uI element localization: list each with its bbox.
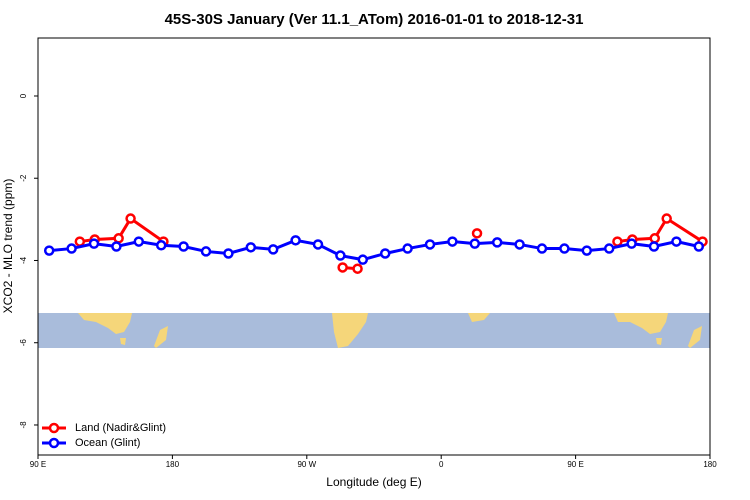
data-point <box>111 241 122 252</box>
data-point <box>648 241 660 252</box>
data-point <box>536 243 548 254</box>
data-point <box>223 248 234 259</box>
data-point <box>626 238 637 249</box>
y-tick-label: -2 <box>19 174 28 182</box>
data-point <box>447 236 458 247</box>
data-point <box>155 240 167 251</box>
data-point <box>661 213 672 224</box>
data-point <box>424 239 436 250</box>
data-point <box>113 233 124 244</box>
data-point <box>200 246 212 257</box>
data-point <box>245 242 257 253</box>
legend-label: Ocean (Glint) <box>75 437 140 449</box>
y-tick-label: 0 <box>19 93 28 98</box>
x-tick-label: 180 <box>166 460 180 469</box>
plot-frame <box>37 37 711 456</box>
series-line <box>49 238 700 262</box>
y-tick-label: -4 <box>19 256 28 264</box>
data-point <box>693 241 705 252</box>
map-band <box>38 313 710 348</box>
x-tick-label: 90 E <box>30 460 46 469</box>
legend-marker <box>48 437 60 449</box>
legend-marker <box>48 422 60 434</box>
legend-label: Land (Nadir&Glint) <box>75 422 166 434</box>
data-point <box>335 250 346 261</box>
data-point <box>267 244 279 255</box>
x-tick-label: 90 E <box>567 460 583 469</box>
data-point <box>337 262 348 273</box>
data-point <box>581 245 593 256</box>
data-point <box>471 228 483 239</box>
data-point <box>74 236 86 247</box>
data-point <box>649 233 660 244</box>
y-tick-label: -6 <box>19 339 28 347</box>
x-tick-label: 180 <box>703 460 717 469</box>
data-point <box>559 243 570 254</box>
data-point <box>125 213 136 224</box>
data-point <box>290 235 301 246</box>
y-tick-label: -8 <box>19 421 28 429</box>
x-tick-label: 0 <box>439 460 444 469</box>
data-point <box>357 254 369 265</box>
data-point <box>612 236 623 247</box>
data-point <box>178 241 189 252</box>
data-point <box>352 263 363 274</box>
data-point <box>379 248 391 259</box>
x-axis-label: Longitude (deg E) <box>326 475 421 489</box>
data-point <box>402 243 413 254</box>
data-point <box>514 239 525 250</box>
chart-title: 45S-30S January (Ver 11.1_ATom) 2016-01-… <box>165 11 584 28</box>
data-point <box>88 238 100 249</box>
data-point <box>133 236 145 247</box>
x-tick-label: 90 W <box>297 460 316 469</box>
data-point <box>469 238 481 249</box>
data-point <box>43 245 55 256</box>
data-point <box>671 236 682 247</box>
data-point <box>491 237 503 248</box>
y-axis-label: XCO2 - MLO trend (ppm) <box>1 179 15 314</box>
data-point <box>312 239 324 250</box>
data-point <box>603 243 615 254</box>
data-point <box>66 243 77 254</box>
